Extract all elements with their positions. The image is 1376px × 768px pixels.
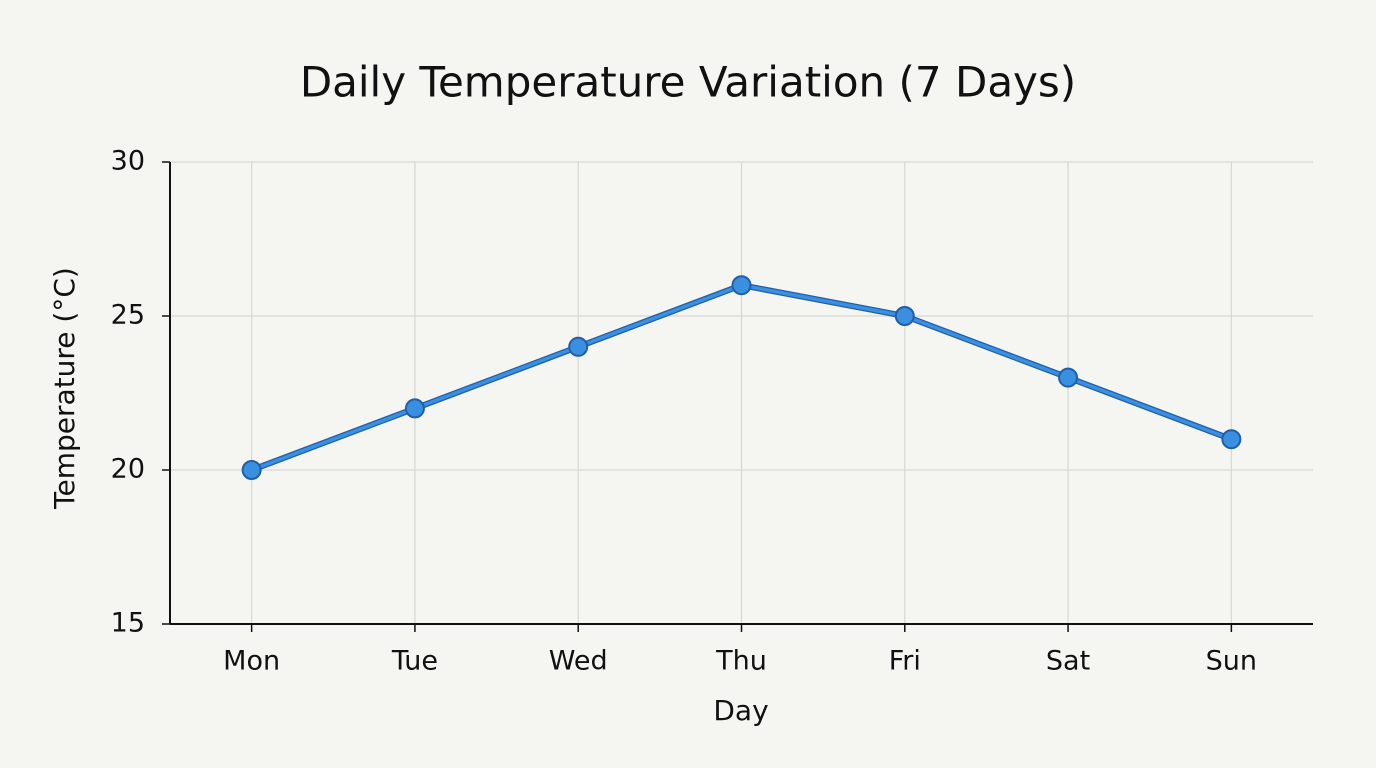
y-axis-title: Temperature (°C) [48,267,81,510]
data-point [731,275,752,296]
x-tick-label: Tue [391,646,438,677]
y-tick-label: 15 [111,608,145,639]
x-tick-label: Mon [223,646,280,677]
x-axis-title: Day [713,694,768,727]
y-tick-label: 30 [111,146,145,177]
data-point [404,398,425,419]
y-tick-label: 25 [111,300,145,331]
data-point [241,460,262,480]
data-point [1058,367,1079,388]
chart-title: Daily Temperature Variation (7 Days) [300,58,1076,107]
y-tick-label: 20 [111,454,145,485]
data-point [1221,429,1242,450]
x-tick-label: Sun [1206,646,1257,677]
x-tick-label: Wed [549,646,608,677]
x-tick-label: Sat [1046,646,1090,677]
x-tick-label: Thu [715,646,767,677]
x-tick-label: Fri [889,646,921,677]
data-point [894,306,915,326]
data-point [568,336,589,357]
